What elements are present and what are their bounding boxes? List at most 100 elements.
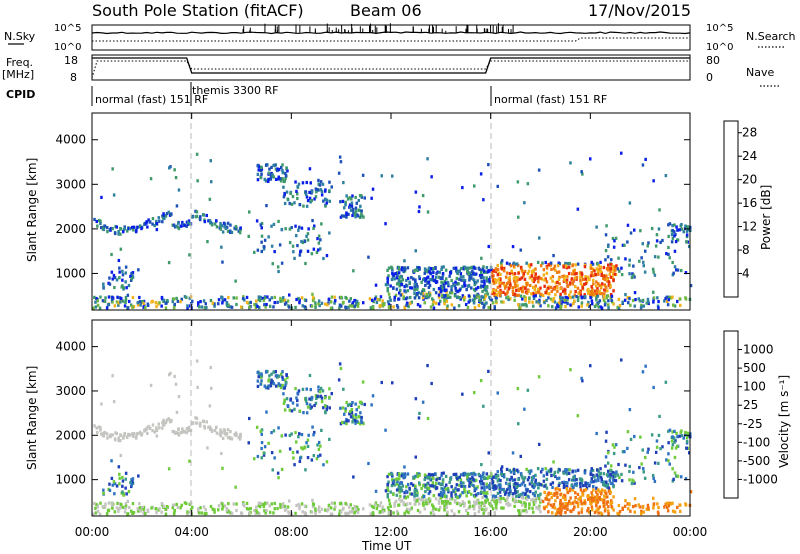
power-cell bbox=[656, 304, 660, 308]
power-cell bbox=[395, 271, 399, 275]
power-cell bbox=[295, 297, 298, 302]
power-cell bbox=[668, 295, 671, 299]
velocity-cell bbox=[432, 506, 435, 510]
power-cell bbox=[238, 231, 242, 235]
power-cell bbox=[289, 191, 292, 196]
velocity-cell bbox=[427, 486, 431, 491]
power-cell bbox=[239, 228, 242, 232]
power-cell bbox=[602, 298, 606, 303]
velocity-cell bbox=[571, 478, 574, 482]
power-cell bbox=[516, 180, 520, 184]
power-cell bbox=[428, 293, 432, 297]
power-cell bbox=[569, 296, 572, 300]
power-cell bbox=[226, 229, 230, 233]
velocity-cell bbox=[569, 509, 572, 513]
velocity-cell bbox=[517, 493, 521, 497]
velocity-cell bbox=[313, 403, 316, 408]
velocity-cell bbox=[347, 511, 350, 515]
power-cell bbox=[191, 215, 194, 219]
velocity-cell bbox=[303, 446, 307, 450]
power-cell bbox=[460, 278, 463, 282]
velocity-cell bbox=[440, 471, 444, 476]
velocity-cell bbox=[306, 444, 310, 448]
velocity-cell bbox=[262, 453, 266, 457]
power-cell bbox=[545, 288, 549, 292]
velocity-cell bbox=[360, 420, 364, 424]
power-cell bbox=[322, 199, 325, 203]
velocity-cell bbox=[600, 477, 603, 481]
velocity-cell bbox=[567, 471, 571, 475]
velocity-y-tick-label-3: 4000 bbox=[55, 340, 86, 354]
power-cell bbox=[458, 288, 461, 292]
power-cell bbox=[439, 276, 442, 280]
velocity-cell bbox=[167, 467, 171, 471]
velocity-cell bbox=[517, 477, 520, 481]
velocity-cell bbox=[164, 512, 168, 516]
power-cell bbox=[449, 271, 452, 275]
velocity-cell bbox=[535, 506, 538, 510]
power-cell bbox=[416, 285, 419, 289]
velocity-cell bbox=[396, 480, 399, 484]
velocity-cell bbox=[547, 510, 550, 514]
power-cell bbox=[209, 298, 213, 303]
velocity-cell bbox=[221, 507, 224, 511]
power-cell bbox=[516, 283, 519, 287]
power-cell bbox=[439, 284, 443, 288]
velocity-cell bbox=[340, 510, 343, 514]
velocity-cell bbox=[163, 423, 166, 427]
velocity-cell bbox=[602, 472, 606, 476]
velocity-cell bbox=[417, 416, 421, 420]
velocity-cell bbox=[559, 512, 562, 516]
velocity-cell bbox=[328, 387, 331, 391]
velocity-cell bbox=[230, 511, 234, 515]
velocity-cell bbox=[474, 478, 478, 482]
velocity-cell bbox=[130, 483, 133, 487]
velocity-cell bbox=[607, 509, 610, 513]
velocity-cell bbox=[512, 482, 516, 487]
velocity-cell bbox=[429, 511, 433, 515]
power-cell bbox=[450, 278, 453, 283]
velocity-cell bbox=[403, 511, 406, 515]
power-cell bbox=[579, 278, 582, 283]
power-cell bbox=[163, 213, 166, 218]
power-cell bbox=[653, 255, 657, 259]
power-cell bbox=[261, 296, 264, 300]
power-cell bbox=[475, 287, 478, 291]
velocity-cell bbox=[312, 433, 315, 437]
power-cell bbox=[597, 264, 600, 268]
velocity-cell bbox=[552, 473, 556, 477]
power-cell bbox=[507, 297, 510, 302]
power-cell bbox=[543, 278, 546, 282]
velocity-cell bbox=[564, 481, 568, 485]
velocity-cell bbox=[345, 422, 348, 426]
power-cell bbox=[418, 275, 421, 279]
nsky-series-line bbox=[91, 31, 691, 35]
power-cell bbox=[264, 163, 268, 167]
velocity-cell bbox=[668, 428, 672, 432]
velocity-cell bbox=[355, 505, 359, 509]
power-cell bbox=[273, 295, 276, 299]
power-cell bbox=[348, 304, 352, 308]
velocity-cell bbox=[379, 501, 383, 505]
velocity-cell bbox=[288, 447, 292, 451]
velocity-cell bbox=[323, 396, 327, 400]
power-cell bbox=[527, 263, 531, 267]
velocity-cell bbox=[454, 472, 458, 476]
velocity-cell bbox=[481, 496, 484, 500]
power-cell bbox=[310, 189, 314, 193]
power-cell bbox=[569, 161, 572, 165]
velocity-cell bbox=[665, 501, 668, 505]
velocity-cell bbox=[532, 500, 535, 504]
velocity-cell bbox=[537, 486, 540, 490]
velocity-cell bbox=[124, 471, 128, 475]
velocity-cell bbox=[579, 488, 583, 492]
velocity-cell bbox=[500, 506, 503, 510]
freq-tick-top: 18 bbox=[64, 54, 78, 67]
power-cell bbox=[487, 269, 490, 273]
velocity-cell bbox=[350, 408, 354, 412]
velocity-cell bbox=[458, 494, 461, 498]
power-cell bbox=[502, 266, 506, 270]
power-cell bbox=[586, 288, 589, 292]
power-cell bbox=[355, 201, 358, 205]
power-cell bbox=[283, 191, 286, 196]
